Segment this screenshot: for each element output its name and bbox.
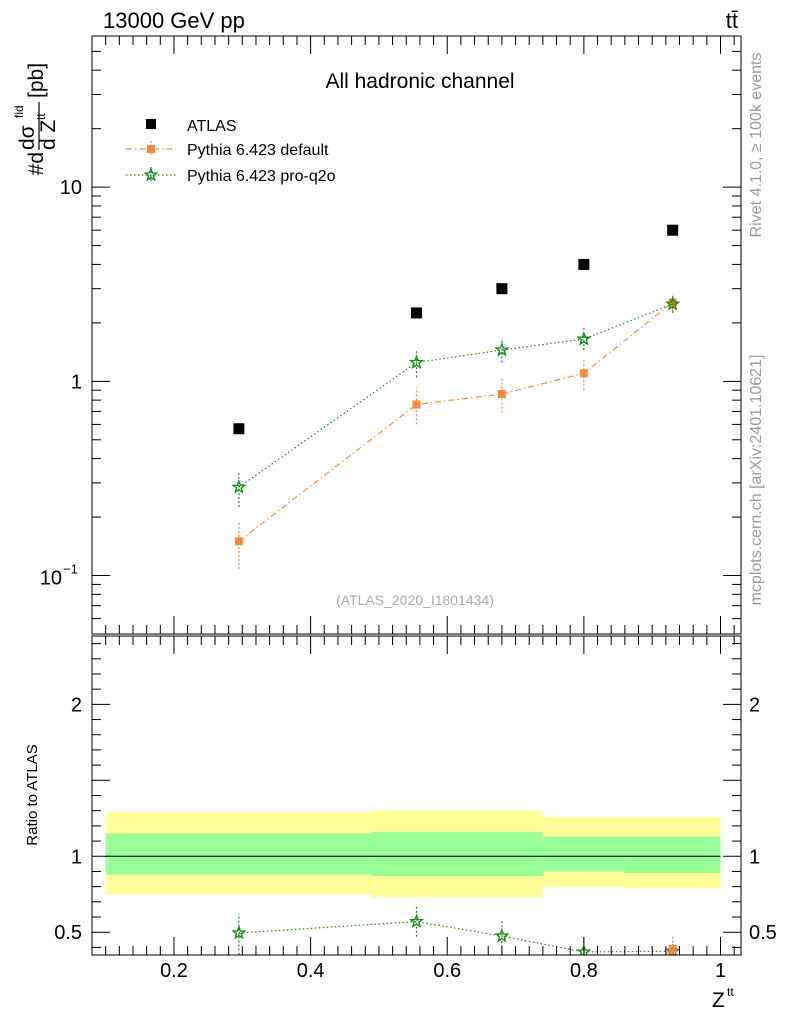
main-point-atlas — [496, 283, 508, 295]
legend-default-marker — [147, 145, 155, 153]
ratio-xtick-label: 0.8 — [570, 960, 598, 982]
legend-q2o-label: Pythia 6.423 pro-q2o — [187, 168, 336, 185]
ratio-band-green — [542, 836, 625, 872]
ratio-xlabel-base: Z — [712, 989, 725, 1012]
main-point-q2o — [576, 331, 592, 346]
ratio-ytick-label-right: 0.5 — [749, 922, 777, 944]
ratio-ytick-label-left: 0.5 — [54, 922, 82, 944]
main-watermark: (ATLAS_2020_I1801434) — [336, 592, 494, 608]
legend-q2o-marker — [143, 167, 159, 182]
ratio-series-line-q2o — [238, 920, 673, 953]
main-ylabel: #d dσ fid d Z tt [pb] — [12, 63, 60, 175]
rivet-label: Rivet 4.1.0, ≥ 100k events — [748, 53, 765, 238]
legend-atlas-label: ATLAS — [187, 118, 237, 135]
legend-atlas-marker — [146, 119, 156, 129]
legend: ATLAS Pythia 6.423 default Pythia 6.423 … — [126, 118, 336, 185]
main-point-default — [668, 298, 677, 307]
legend-default-label: Pythia 6.423 default — [187, 142, 329, 159]
ratio-ytick-label-right: 1 — [749, 846, 760, 868]
ratio-band-green — [624, 836, 721, 873]
main-ylabel-den-sup: tt — [34, 113, 48, 120]
ratio-xtick-label: 0.4 — [297, 960, 325, 982]
ratio-ytick-label-left: 2 — [71, 694, 82, 716]
main-point-q2o — [231, 479, 247, 494]
ratio-point-q2o — [408, 913, 425, 929]
main-point-default — [497, 390, 506, 399]
ratio-xtick-label: 0.6 — [433, 960, 461, 982]
ratio-band-green — [372, 831, 543, 877]
main-point-default — [412, 400, 421, 409]
main-ylabel-num-sup: fid — [12, 105, 26, 118]
header-process: tt̄ — [726, 8, 738, 33]
main-frame — [91, 35, 742, 635]
main-point-q2o — [408, 354, 425, 369]
ratio-point-default — [668, 944, 677, 953]
main-title: All hadronic channel — [325, 70, 514, 93]
ratio-point-q2o — [231, 924, 247, 940]
main-ylabel-unit: [pb] — [25, 63, 48, 98]
main-point-atlas — [667, 224, 679, 236]
main-point-atlas — [233, 423, 245, 435]
main-point-q2o — [665, 296, 681, 311]
main-ylabel-num: dσ — [16, 125, 39, 150]
header-energy: 13000 GeV pp — [103, 8, 245, 33]
mcplots-label: mcplots.cern.ch [arXiv:2401.10621] — [748, 355, 765, 606]
ratio-ytick-label-right: 2 — [749, 694, 760, 716]
main-series-line-q2o — [238, 303, 673, 488]
ratio-xlabel: Z tt — [712, 985, 734, 1012]
main-point-default — [234, 537, 243, 546]
ratio-ytick-label-left: 1 — [71, 846, 82, 868]
ratio-point-default — [652, 959, 660, 967]
main-point-q2o — [494, 341, 510, 357]
main-ylabel-prefix: #d — [25, 152, 48, 175]
main-point-atlas — [578, 258, 590, 270]
main-ytick-label-base: 10 — [40, 568, 62, 590]
main-ytick-label: 10 — [60, 177, 82, 199]
main-point-default — [579, 369, 588, 378]
ratio-xtick-label: 0.2 — [160, 960, 188, 982]
main-series-line-default — [238, 301, 674, 542]
ratio-band-green — [105, 833, 373, 875]
ratio-point-q2o — [494, 928, 510, 943]
main-ylabel-den: d Z — [37, 119, 60, 150]
main-ytick-label: 1 — [71, 371, 82, 393]
main-point-atlas — [411, 307, 422, 319]
ratio-xlabel-sup: tt — [727, 985, 734, 999]
main-ytick-label-exp: −1 — [63, 562, 78, 577]
ratio-panel: 2 2 1 1 0.5 0.5 0.2 0.4 0.6 0.8 1 Ratio to ATLAS Z… — [24, 635, 777, 1012]
ratio-xtick-label: 1 — [715, 960, 726, 982]
ratio-ylabel: Ratio to ATLAS — [24, 744, 41, 845]
